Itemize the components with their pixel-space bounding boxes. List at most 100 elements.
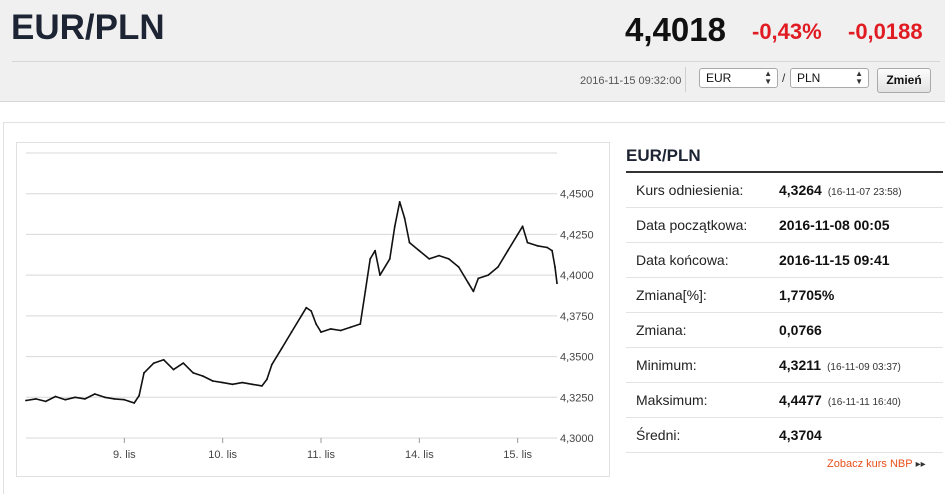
- pair-title: EUR/PLN: [11, 8, 165, 47]
- data-point: [202, 375, 204, 377]
- y-tick-label: 4,3500: [560, 352, 594, 364]
- data-point: [467, 282, 470, 285]
- x-tick-label: 11. lis: [307, 449, 335, 461]
- stats-value: 4,4477: [779, 392, 822, 408]
- data-point: [379, 274, 381, 276]
- data-point: [339, 329, 342, 332]
- stats-value: 4,3264: [779, 182, 822, 198]
- data-point: [241, 381, 244, 384]
- data-point: [143, 372, 145, 374]
- stats-row: Data początkowa: 2016-11-08 00:05: [626, 207, 943, 243]
- stats-row: Maksimum: 4,4477 (16-11-11 16:40): [626, 382, 943, 418]
- stats-label: Zmiana:: [626, 312, 779, 348]
- data-point: [472, 290, 475, 293]
- panel-title: EUR/PLN: [626, 146, 701, 165]
- data-point: [64, 398, 67, 401]
- data-point: [74, 396, 77, 399]
- data-point: [290, 331, 293, 333]
- stats-label: Średni:: [626, 417, 779, 453]
- data-point: [554, 266, 556, 268]
- stats-value-cell: 4,3211 (16-11-09 03:37): [779, 347, 943, 383]
- stats-row: Zmiana[%]: 1,7705%: [626, 277, 943, 313]
- data-point: [388, 258, 391, 260]
- data-point: [359, 323, 362, 325]
- y-tick-label: 4,4250: [560, 229, 594, 241]
- stats-value-cell: 4,4477 (16-11-11 16:40): [779, 382, 943, 418]
- stats-value-cell: 1,7705%: [779, 277, 943, 313]
- from-currency-select[interactable]: EUR ▲ ▼: [699, 68, 778, 88]
- stats-value-cell: 4,3704: [779, 417, 943, 453]
- from-currency-value: EUR: [706, 71, 732, 85]
- data-point: [310, 310, 313, 312]
- stats-row: Zmiana: 0,0766: [626, 312, 943, 348]
- stats-value: 2016-11-15 09:41: [779, 252, 890, 268]
- data-point: [447, 258, 450, 260]
- data-point: [138, 394, 140, 397]
- data-point: [506, 249, 509, 252]
- stats-label: Data końcowa:: [626, 242, 779, 278]
- data-point: [457, 266, 460, 268]
- x-tick-label: 10. lis: [208, 449, 237, 461]
- data-point: [546, 246, 549, 249]
- data-point: [280, 347, 283, 350]
- nbp-rate-link[interactable]: Zobacz kurs NBP ▸▸: [827, 458, 926, 470]
- data-point: [403, 217, 406, 219]
- header-divider: [12, 61, 940, 62]
- stats-value-cell: 2016-11-15 09:41: [779, 242, 943, 278]
- stats-row: Kurs odniesienia: 4,3264 (16-11-07 23:58): [626, 173, 943, 208]
- panel-title-rule: [626, 171, 943, 173]
- data-point: [526, 241, 529, 244]
- y-tick-label: 4,4500: [560, 189, 594, 201]
- toolbar-divider: [685, 67, 686, 92]
- price-series-line: [25, 201, 558, 404]
- to-currency-select[interactable]: PLN ▲ ▼: [790, 68, 869, 88]
- data-point: [261, 385, 263, 387]
- stats-value: 4,3704: [779, 427, 822, 443]
- stats-value-cell: 2016-11-08 00:05: [779, 207, 943, 243]
- y-tick-label: 4,3750: [560, 311, 594, 323]
- data-point: [438, 254, 440, 257]
- nbp-link-label: Zobacz kurs NBP: [827, 458, 913, 470]
- stats-value: 1,7705%: [779, 287, 835, 303]
- updown-arrows-icon: ▲ ▼: [855, 69, 863, 86]
- y-tick-label: 4,3250: [560, 392, 594, 404]
- data-point: [93, 393, 96, 395]
- data-point: [428, 258, 431, 260]
- current-rate: 4,4018: [625, 11, 726, 48]
- stats-row: Data końcowa: 2016-11-15 09:41: [626, 242, 943, 278]
- data-point: [211, 380, 214, 382]
- double-arrow-icon: ▸▸: [915, 459, 926, 470]
- data-point: [369, 258, 372, 260]
- data-point: [551, 249, 553, 252]
- stats-value-cell: 4,3264 (16-11-07 23:58): [779, 173, 943, 208]
- stats-label: Data początkowa:: [626, 207, 779, 243]
- stats-value-date: (16-11-09 03:37): [827, 362, 901, 373]
- data-point: [231, 383, 234, 386]
- data-point: [251, 383, 254, 386]
- x-tick-label: 9. lis: [113, 449, 136, 461]
- stats-value: 0,0766: [779, 322, 822, 338]
- data-point: [398, 201, 401, 203]
- y-tick-label: 4,3000: [560, 433, 594, 445]
- change-button[interactable]: Zmień: [877, 68, 931, 93]
- data-point: [305, 306, 308, 309]
- stats-label: Zmiana[%]:: [626, 277, 779, 313]
- quote-timestamp: 2016-11-15 09:32:00: [580, 75, 682, 87]
- to-currency-value: PLN: [797, 71, 821, 85]
- updown-arrows-icon: ▲ ▼: [764, 69, 772, 86]
- data-point: [152, 362, 155, 364]
- data-point: [54, 395, 57, 398]
- data-point: [172, 368, 175, 371]
- chart-container: 4,4500 4,4250 4,4000 4,3750 4,3500 4,3250 4,30…: [16, 142, 610, 477]
- data-point: [315, 323, 317, 325]
- data-point: [44, 400, 47, 403]
- data-point: [300, 315, 303, 317]
- data-point: [364, 290, 367, 293]
- data-point: [192, 372, 195, 374]
- stats-label: Minimum:: [626, 347, 779, 383]
- data-point: [221, 381, 224, 384]
- stats-value: 2016-11-08 00:05: [779, 217, 890, 233]
- stats-value-date: (16-11-11 16:40): [827, 397, 901, 408]
- change-percent: -0,43%: [752, 19, 822, 44]
- stats-value-cell: 0,0766: [779, 312, 943, 348]
